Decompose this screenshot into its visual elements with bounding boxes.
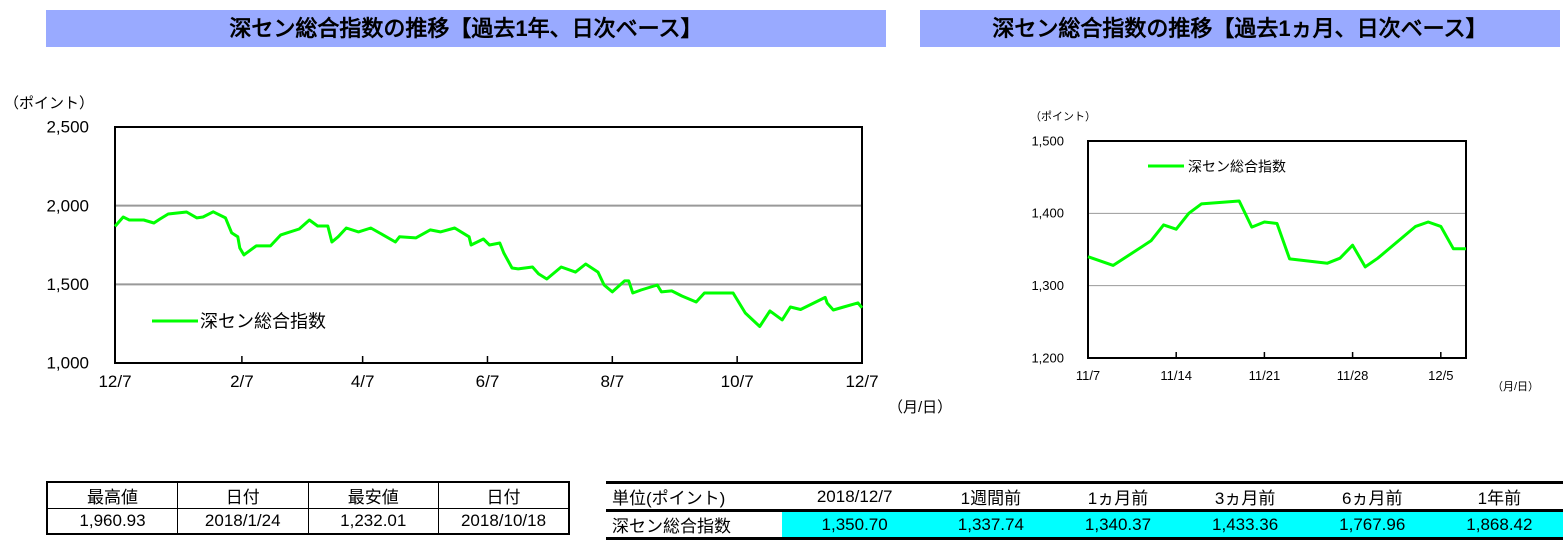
charts-canvas: 1,000 1,500 2,000 2,500 12/7 2/7 4/7 6/7 8/7 10/7… — [4, 95, 1539, 416]
table-header-row: 最高値 日付 最安値 日付 — [46, 481, 570, 509]
y-tick-label: 2,000 — [46, 196, 89, 215]
y-tick-label: 1,500 — [46, 275, 89, 294]
header-cell: 1週間前 — [927, 482, 1055, 512]
header-cell: 6ヵ月前 — [1308, 482, 1436, 512]
series-line — [113, 210, 864, 328]
x-tick-label: 11/7 — [1076, 368, 1100, 383]
header-high-date: 日付 — [177, 481, 309, 509]
value-cell: 1,767.96 — [1308, 510, 1436, 539]
table-row: 1,960.93 2018/1/24 1,232.01 2018/10/18 — [46, 508, 570, 535]
x-tick-label: 12/5 — [1428, 368, 1453, 383]
value-cell: 1,868.42 — [1435, 510, 1563, 539]
y-tick-label: 2,500 — [46, 118, 89, 137]
header-cell: 1年前 — [1435, 482, 1563, 512]
legend-label: 深セン総合指数 — [200, 312, 326, 332]
x-tick-label: 11/28 — [1337, 368, 1369, 383]
plot-area — [114, 126, 863, 364]
y-tick-label: 1,500 — [1031, 133, 1064, 148]
table-row: 深セン総合指数 1,350.70 1,337.74 1,340.37 1,433… — [606, 510, 1563, 539]
x-axis-label: （月/日） — [1492, 380, 1539, 393]
x-tick-label: 10/7 — [721, 372, 754, 391]
value-cell: 1,340.37 — [1054, 510, 1182, 539]
y-tick-label: 1,400 — [1031, 206, 1064, 221]
row-label: 深セン総合指数 — [612, 517, 731, 536]
header-cell: 3ヵ月前 — [1181, 482, 1309, 512]
header-high: 最高値 — [46, 481, 178, 509]
header-low: 最安値 — [307, 481, 439, 509]
chart-title-1year: 深セン総合指数の推移【過去1年、日次ベース】 — [46, 10, 886, 47]
header-low-date: 日付 — [438, 481, 570, 509]
y-axis-label: （ポイント） — [4, 95, 94, 112]
low-value: 1,232.01 — [307, 508, 439, 535]
x-tick-label: 6/7 — [476, 372, 500, 391]
summary-table: 単位(ポイント) 2018/12/7 1週間前 1ヵ月前 3ヵ月前 6ヵ月前 1… — [606, 481, 1563, 540]
high-date: 2018/1/24 — [177, 508, 309, 535]
high-value: 1,960.93 — [46, 508, 178, 535]
x-tick-label: 4/7 — [351, 372, 375, 391]
value-cell: 1,433.36 — [1181, 510, 1309, 539]
x-tick-label: 11/14 — [1160, 368, 1192, 383]
unit-label: 単位(ポイント) — [606, 482, 782, 512]
header-cell: 2018/12/7 — [782, 482, 928, 512]
y-tick-label: 1,000 — [46, 354, 89, 373]
table-header-row: 単位(ポイント) 2018/12/7 1週間前 1ヵ月前 3ヵ月前 6ヵ月前 1… — [606, 482, 1563, 512]
value-cell: 1,337.74 — [927, 510, 1055, 539]
y-tick-label: 1,300 — [1031, 278, 1064, 293]
header-cell: 1ヵ月前 — [1054, 482, 1182, 512]
value-cell: 1,350.70 — [782, 510, 928, 539]
x-tick-label: 2/7 — [230, 372, 254, 391]
x-tick-label: 8/7 — [600, 372, 624, 391]
x-tick-label: 12/7 — [98, 372, 131, 391]
y-tick-label: 1,200 — [1031, 350, 1064, 365]
extremes-table: 最高値 日付 最安値 日付 1,960.93 2018/1/24 1,232.0… — [46, 481, 570, 535]
legend-label: 深セン総合指数 — [1188, 158, 1286, 174]
low-date: 2018/10/18 — [438, 508, 570, 535]
chart-title-1month: 深セン総合指数の推移【過去1ヵ月、日次ベース】 — [920, 10, 1560, 47]
x-tick-label: 12/7 — [845, 372, 878, 391]
y-axis-label: （ポイント） — [1030, 110, 1096, 123]
x-axis-label: （月/日） — [888, 399, 952, 416]
x-tick-label: 11/21 — [1249, 368, 1281, 383]
series-line — [1087, 199, 1466, 269]
